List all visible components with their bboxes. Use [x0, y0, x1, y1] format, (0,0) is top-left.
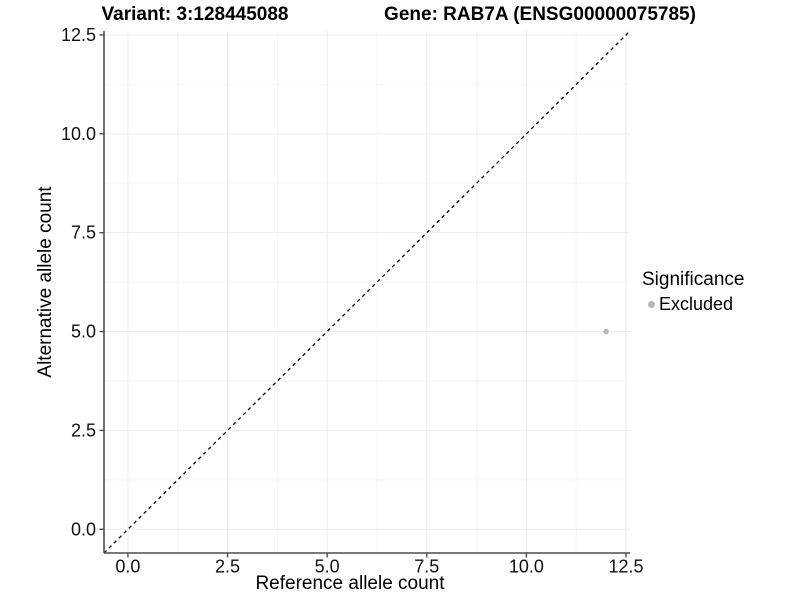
svg-text:0.0: 0.0: [71, 519, 96, 539]
svg-text:10.0: 10.0: [509, 557, 544, 577]
data-points: [603, 328, 609, 335]
svg-text:0.0: 0.0: [115, 557, 140, 577]
grid-minor-lines: [104, 31, 630, 553]
identity-dashed-line: [104, 31, 630, 553]
svg-text:7.5: 7.5: [414, 557, 439, 577]
svg-text:7.5: 7.5: [71, 223, 96, 243]
x-axis-title: Reference allele count: [255, 573, 445, 594]
axis-lines: [103, 31, 630, 554]
grid-major-lines: [104, 31, 630, 553]
legend-title: Significance: [642, 269, 745, 290]
y-axis-title: Alternative allele count: [35, 186, 56, 378]
svg-text:5.0: 5.0: [71, 322, 96, 342]
excluded-point-icon: [648, 301, 655, 308]
svg-text:12.5: 12.5: [608, 557, 643, 577]
tick-marks: [99, 34, 627, 558]
legend-item-excluded: Excluded: [642, 294, 744, 315]
plot-title-gene: Gene: RAB7A (ENSG00000075785): [384, 4, 696, 25]
svg-text:10.0: 10.0: [61, 124, 96, 144]
plot-title-variant: Variant: 3:128445088: [101, 4, 289, 25]
svg-text:2.5: 2.5: [71, 420, 96, 440]
legend: Significance Excluded: [642, 269, 744, 315]
svg-text:5.0: 5.0: [315, 557, 340, 577]
y-tick-labels: 0.0 2.5 5.0 7.5 10.0 12.5: [61, 25, 96, 539]
svg-text:2.5: 2.5: [215, 557, 240, 577]
x-tick-labels: 0.0 2.5 5.0 7.5 10.0 12.5: [115, 557, 643, 577]
svg-text:12.5: 12.5: [61, 25, 96, 45]
legend-item-label: Excluded: [659, 294, 734, 314]
